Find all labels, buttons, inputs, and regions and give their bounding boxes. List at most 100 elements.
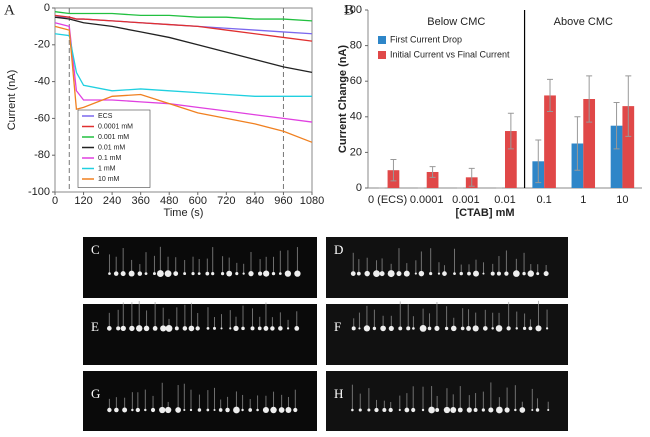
image-label: F: [334, 319, 341, 334]
bright-spot: [220, 327, 223, 330]
bright-spot: [183, 408, 186, 412]
bright-spot: [398, 326, 403, 331]
micrograph: D: [326, 237, 568, 298]
panel-label: B: [344, 2, 354, 18]
x-tick-label: 0.001: [452, 194, 480, 206]
bright-spot: [427, 326, 432, 331]
legend-label: 0.0001 mM: [98, 123, 133, 130]
bright-spot: [373, 270, 380, 277]
bright-spot: [460, 326, 465, 331]
error-bar: [535, 139, 542, 184]
bright-spot: [165, 324, 173, 332]
bright-spot: [189, 408, 193, 412]
bright-spot: [495, 406, 503, 414]
bright-spot: [535, 325, 542, 332]
data-line: [54, 22, 313, 123]
bright-spot: [150, 407, 156, 413]
bright-spot: [263, 270, 270, 277]
bright-spot: [396, 271, 402, 277]
bright-spot: [380, 325, 386, 332]
bright-spot: [285, 407, 292, 413]
bright-spot: [398, 408, 401, 412]
x-tick-label: 600: [189, 195, 207, 207]
image-background: [83, 371, 317, 431]
bright-spot: [175, 407, 182, 413]
error-bar: [547, 78, 554, 112]
x-tick-label: 10: [616, 194, 628, 206]
y-tick-label: -60: [34, 112, 50, 124]
bright-spot: [543, 271, 549, 277]
x-tick-label: 840: [246, 195, 264, 207]
bright-spot: [116, 326, 121, 331]
micrograph: C: [83, 237, 317, 298]
bright-spot: [129, 325, 135, 332]
y-axis-title: Current Change (nA): [337, 45, 349, 154]
x-tick-label: 360: [131, 195, 149, 207]
bright-spot: [143, 325, 150, 332]
legend-label: Initial Current vs Final Current: [390, 49, 510, 59]
bright-spot: [358, 327, 361, 330]
plot-frame: [54, 7, 313, 193]
bright-spot: [513, 270, 520, 277]
bright-spot: [482, 326, 488, 331]
x-tick-label: 1080: [300, 195, 324, 207]
bright-spot: [137, 271, 143, 276]
bright-spot: [482, 272, 485, 275]
bright-spot: [284, 270, 292, 277]
data-line: [54, 16, 313, 74]
bright-spot: [453, 272, 456, 275]
bright-spot: [535, 408, 540, 412]
y-tick-label: 80: [350, 40, 362, 52]
bright-spot: [442, 271, 447, 276]
annotation: Above CMC: [554, 16, 613, 28]
x-tick-label: 120: [74, 195, 92, 207]
bright-spot: [248, 408, 253, 412]
x-tick-label: 0: [52, 195, 58, 207]
y-axis-title: Current (nA): [6, 70, 18, 131]
legend-label: ECS: [98, 113, 113, 120]
y-tick-label: 100: [344, 4, 362, 16]
bright-spot: [135, 407, 140, 413]
bright-spot: [271, 271, 276, 276]
bright-spot: [428, 406, 435, 414]
error-bar: [429, 166, 436, 178]
bright-spot: [173, 271, 179, 276]
bright-spot: [206, 327, 210, 330]
bright-spot: [388, 407, 393, 413]
micrograph: H: [326, 371, 568, 431]
bright-spot: [350, 271, 356, 276]
image-background: [83, 304, 317, 365]
image-label: E: [91, 319, 99, 334]
bright-spot: [212, 326, 216, 330]
bright-spot: [108, 272, 111, 275]
bright-spot: [128, 270, 135, 277]
bar: [622, 106, 635, 188]
bright-spot: [411, 407, 416, 413]
bright-spot: [450, 325, 457, 332]
bright-spot: [418, 270, 425, 277]
bright-spot: [106, 326, 112, 331]
x-tick-label: 0.1: [536, 194, 551, 206]
x-tick-label: 960: [274, 195, 292, 207]
bar: [610, 125, 623, 188]
error-bar: [574, 116, 581, 171]
bright-spot: [144, 272, 148, 275]
bright-spot: [515, 327, 518, 330]
bright-spot: [443, 406, 451, 414]
bright-spot: [107, 407, 112, 413]
bright-spot: [152, 326, 158, 331]
bright-spot: [421, 408, 425, 412]
bright-spot: [250, 326, 255, 331]
bright-spot: [263, 325, 269, 331]
bright-spot: [414, 272, 417, 275]
bright-spot: [211, 272, 215, 276]
data-line: [54, 11, 313, 22]
bright-spot: [527, 270, 534, 277]
y-tick-label: 20: [350, 146, 362, 158]
x-axis-title: Time (s): [164, 207, 204, 219]
y-tick-label: -100: [28, 186, 50, 198]
bright-spot: [188, 325, 195, 332]
legend-label: 0.1 mM: [98, 155, 122, 162]
panel-label: A: [4, 2, 15, 18]
bright-spot: [114, 407, 119, 413]
